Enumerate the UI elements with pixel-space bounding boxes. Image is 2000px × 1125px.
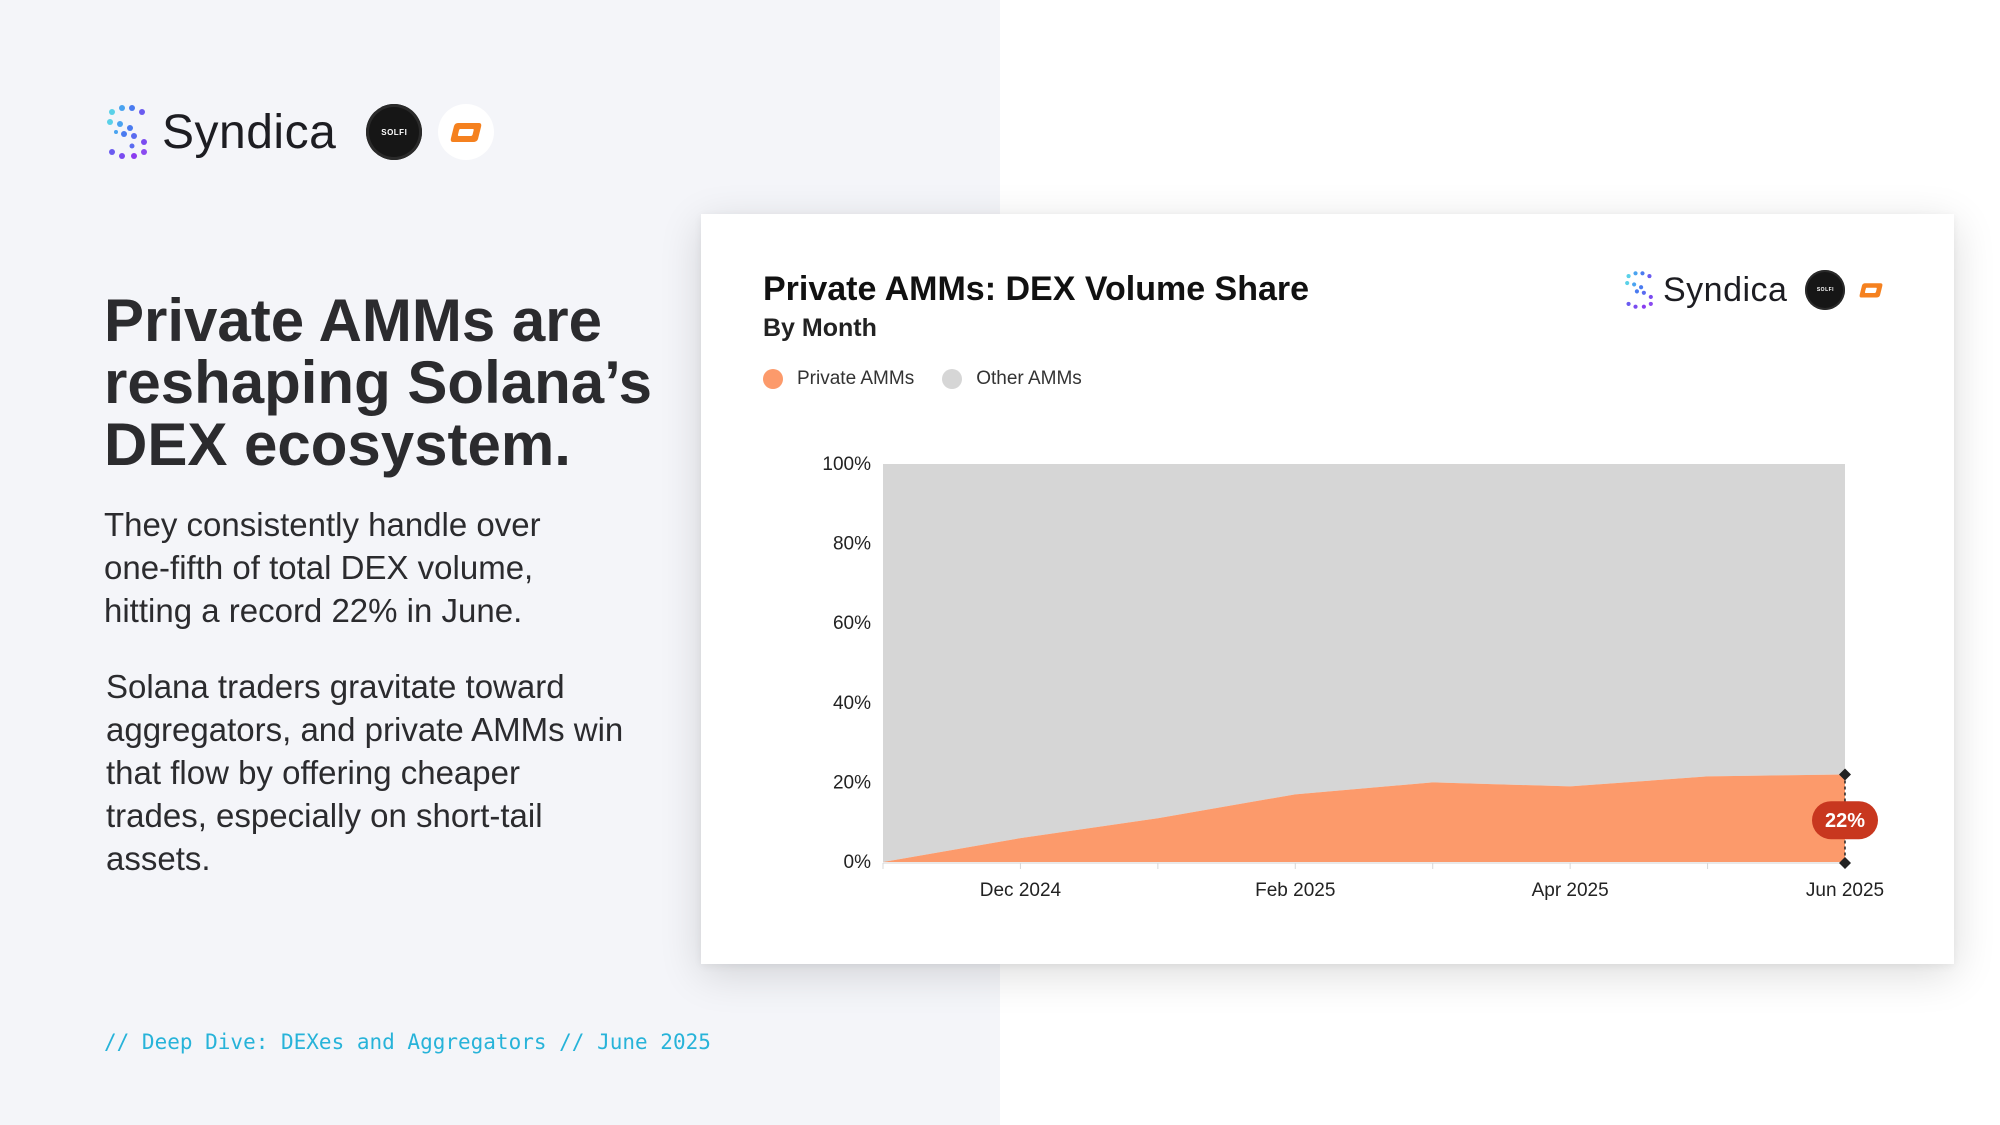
orange-partner-logo-icon: [438, 104, 495, 160]
legend-label-other: Other AMMs: [976, 368, 1082, 389]
y-tick-label: 60%: [833, 613, 871, 634]
orange-rounded-shape-icon: [451, 123, 482, 142]
y-tick-label: 0%: [844, 852, 872, 873]
syndica-logo-icon: [1625, 271, 1653, 309]
annotation-callout-label: 22%: [1825, 810, 1865, 832]
orange-rounded-shape-icon: [1860, 283, 1883, 298]
orange-partner-logo-icon: [1855, 274, 1888, 306]
y-tick-label: 40%: [833, 693, 871, 714]
footer-note: // Deep Dive: DEXes and Aggregators // J…: [104, 1030, 711, 1054]
solfi-badge-text: SOLFI: [381, 127, 408, 137]
x-tick-label: Apr 2025: [1532, 880, 1609, 901]
annotation-bottom-marker: [1839, 857, 1851, 869]
y-tick-label: 20%: [833, 772, 871, 793]
summary-paragraph: They consistently handle over one-fifth …: [104, 506, 541, 629]
brand-logo-row: Syndica SOLFI: [104, 100, 495, 164]
solfi-logo-icon: SOLFI: [366, 104, 423, 160]
y-tick-label: 80%: [833, 534, 871, 555]
x-tick-label: Jun 2025: [1806, 880, 1884, 901]
legend-item-other[interactable]: Other AMMs: [942, 368, 1082, 390]
x-tick-label: Feb 2025: [1255, 880, 1335, 901]
chart-legend: Private AMMs Other AMMs: [763, 368, 1110, 390]
card-brand-logo: Syndica SOLFI: [1623, 268, 1888, 312]
other-amms-area: [883, 464, 1845, 862]
legend-dot-private: [763, 369, 783, 389]
detail-paragraph: Solana traders gravitate toward aggregat…: [106, 668, 624, 877]
chart-subtitle: By Month: [763, 314, 877, 342]
solfi-badge-text: SOLFI: [1816, 287, 1835, 293]
chart-plot: 0% 20% 40% 60% 80% 100% Dec 2024 Feb 2025 Apr 20…: [822, 454, 1884, 901]
legend-label-private: Private AMMs: [797, 368, 915, 389]
syndica-wordmark: Syndica: [162, 105, 337, 159]
y-tick-label: 100%: [822, 454, 871, 475]
legend-item-private[interactable]: Private AMMs: [763, 368, 914, 390]
chart-card: Private AMMs: DEX Volume Share By Month …: [701, 214, 1954, 964]
syndica-wordmark: Syndica: [1663, 270, 1788, 309]
solfi-logo-icon: SOLFI: [1805, 270, 1846, 310]
annotation-top-marker: [1839, 768, 1851, 781]
syndica-logo-icon: [107, 105, 147, 159]
chart-title: Private AMMs: DEX Volume Share: [763, 270, 1310, 308]
x-tick-label: Dec 2024: [980, 880, 1062, 901]
legend-dot-other: [942, 369, 963, 389]
headline: Private AMMs are reshaping Solana’s DEX …: [104, 287, 652, 478]
private-amms-area: [883, 774, 1845, 862]
annotation-callout-badge: [1812, 801, 1878, 840]
